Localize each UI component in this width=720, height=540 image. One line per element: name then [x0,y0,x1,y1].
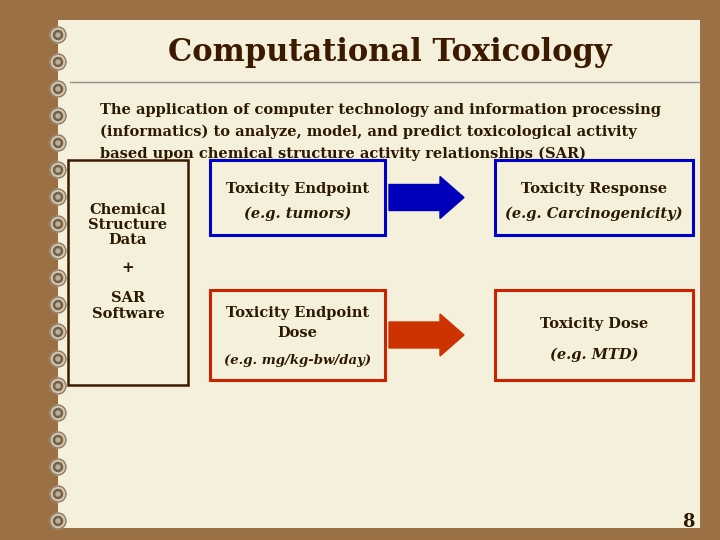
Circle shape [56,195,60,199]
Text: +: + [122,261,135,275]
Text: (e.g. Carcinogenicity): (e.g. Carcinogenicity) [505,207,683,221]
Circle shape [50,162,66,178]
Text: Toxicity Endpoint: Toxicity Endpoint [226,181,369,195]
Text: Toxicity Endpoint: Toxicity Endpoint [226,306,369,320]
Circle shape [50,189,66,205]
Circle shape [50,405,66,421]
Circle shape [50,297,66,313]
FancyArrow shape [389,314,464,356]
Bar [700,0,720,540]
Circle shape [53,435,63,444]
Circle shape [56,141,60,145]
Text: Toxicity Dose: Toxicity Dose [540,317,648,331]
Text: (e.g. mg/kg-bw/day): (e.g. mg/kg-bw/day) [224,354,371,367]
Circle shape [53,489,63,498]
Circle shape [56,438,60,442]
Circle shape [56,357,60,361]
Circle shape [56,492,60,496]
Text: Structure: Structure [89,218,168,232]
Circle shape [53,273,63,282]
Text: Software: Software [91,307,164,321]
Text: (informatics) to analyze, model, and predict toxicological activity: (informatics) to analyze, model, and pre… [100,125,636,139]
Circle shape [53,354,63,363]
Circle shape [50,54,66,70]
Text: (e.g. tumors): (e.g. tumors) [244,207,351,221]
Circle shape [50,108,66,124]
Circle shape [53,111,63,120]
Circle shape [53,516,63,525]
Bar [210,160,385,235]
Circle shape [50,351,66,367]
Circle shape [53,300,63,309]
Circle shape [50,324,66,340]
Circle shape [56,384,60,388]
Text: Computational Toxicology: Computational Toxicology [168,37,612,68]
Circle shape [56,168,60,172]
Circle shape [53,327,63,336]
Circle shape [50,27,66,43]
FancyArrow shape [389,177,464,219]
Circle shape [50,135,66,151]
Text: SAR: SAR [111,291,145,305]
Circle shape [56,519,60,523]
Circle shape [56,276,60,280]
Circle shape [53,246,63,255]
Bar [0,528,720,540]
Circle shape [56,87,60,91]
Circle shape [53,165,63,174]
Circle shape [50,432,66,448]
Text: based upon chemical structure activity relationships (SAR): based upon chemical structure activity r… [100,147,586,161]
Bar [68,160,188,385]
Text: (e.g. MTD): (e.g. MTD) [550,348,638,362]
Circle shape [53,381,63,390]
Circle shape [50,486,66,502]
Circle shape [50,243,66,259]
Text: 8: 8 [683,513,695,531]
Circle shape [53,408,63,417]
Circle shape [50,378,66,394]
Circle shape [56,465,60,469]
Circle shape [53,219,63,228]
Bar [210,290,385,380]
Circle shape [50,270,66,286]
Bar [0,0,720,20]
Circle shape [53,84,63,93]
Text: Toxicity Response: Toxicity Response [521,181,667,195]
Circle shape [56,249,60,253]
Text: The application of computer technology and information processing: The application of computer technology a… [100,103,661,117]
Circle shape [50,81,66,97]
Circle shape [50,216,66,232]
Circle shape [53,192,63,201]
Circle shape [53,57,63,66]
Text: Data: Data [109,233,147,247]
Circle shape [50,513,66,529]
Circle shape [56,411,60,415]
Circle shape [50,459,66,475]
Circle shape [56,60,60,64]
Circle shape [53,30,63,39]
Text: Dose: Dose [277,326,318,340]
Bar [495,160,693,235]
Bar [58,20,700,528]
Circle shape [56,222,60,226]
Text: Chemical: Chemical [89,203,166,217]
Circle shape [56,114,60,118]
Circle shape [56,330,60,334]
Circle shape [56,33,60,37]
Bar [495,290,693,380]
Bar [0,0,58,540]
Circle shape [53,462,63,471]
Circle shape [56,303,60,307]
Circle shape [53,138,63,147]
